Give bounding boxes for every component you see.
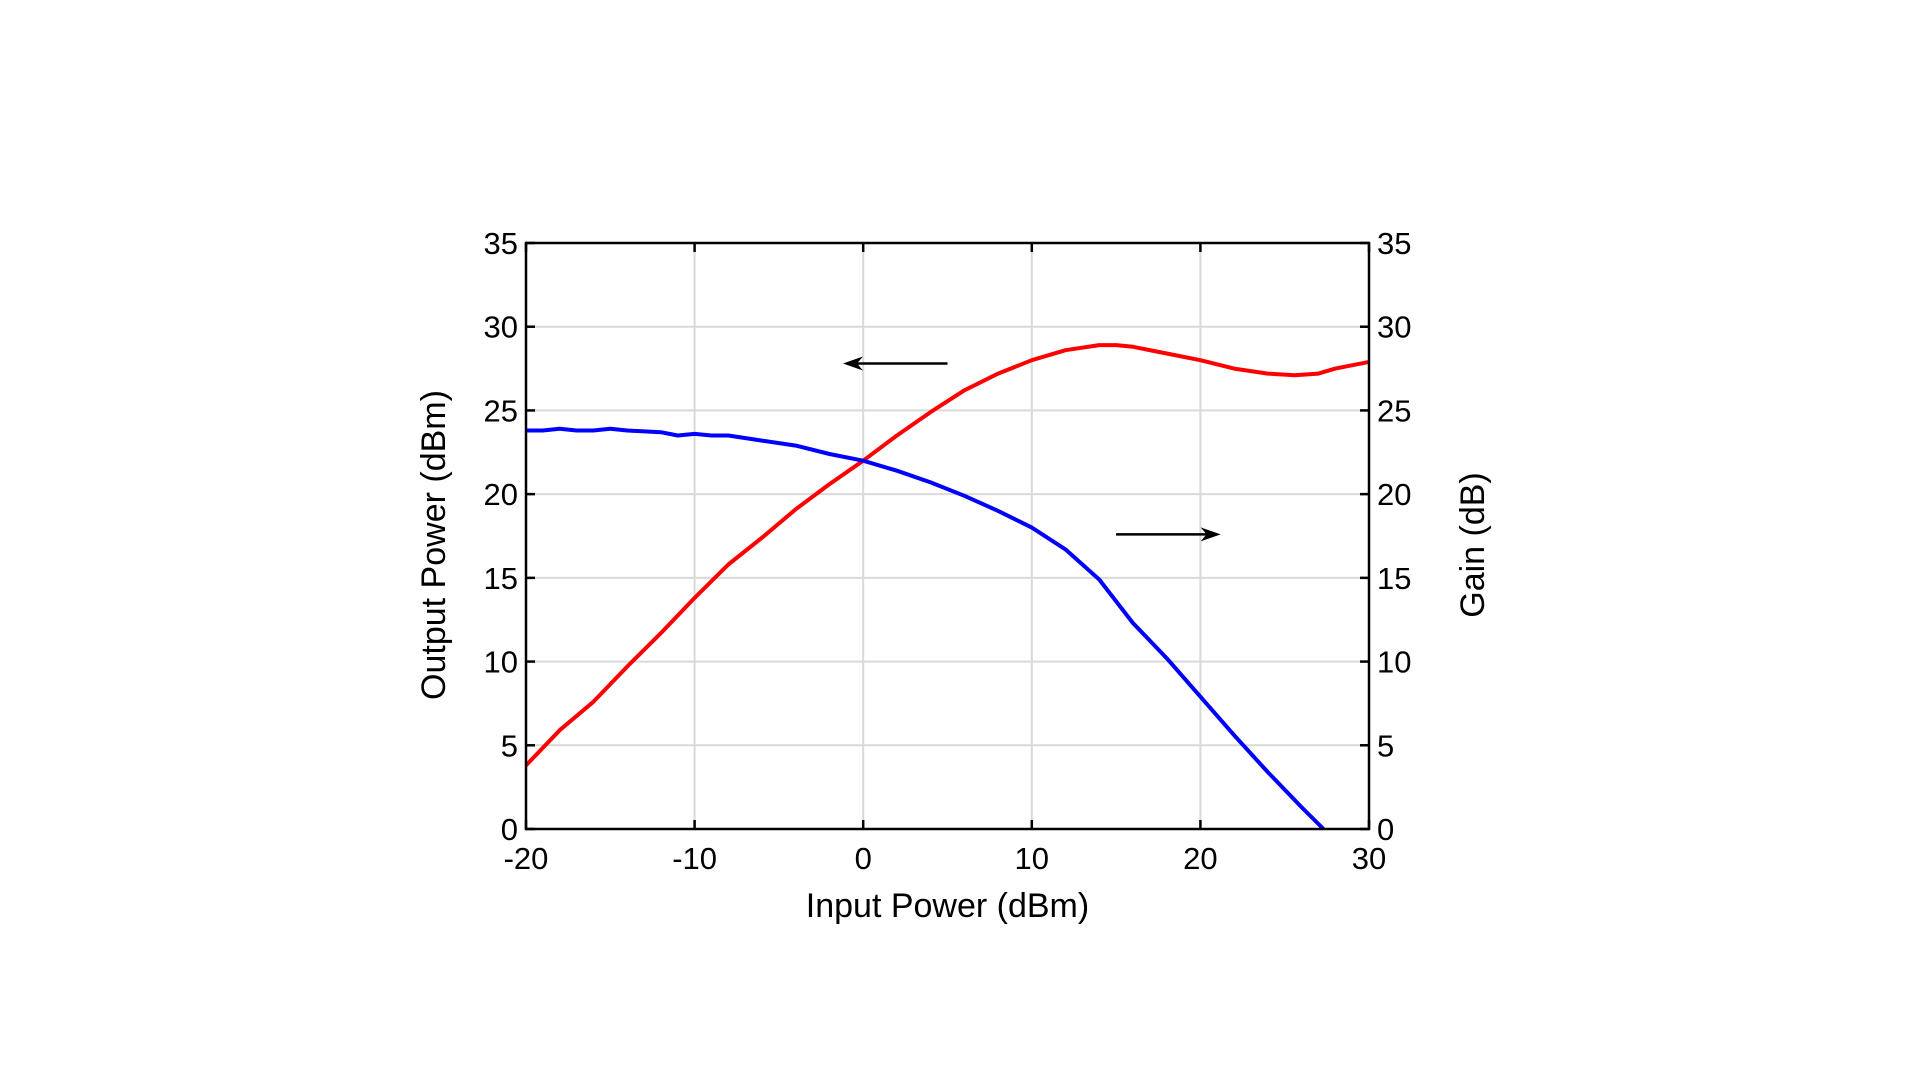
y-right-tick-label: 20 (1377, 477, 1411, 512)
plot-frame (524, 241, 1371, 831)
y-right-tick-label: 30 (1377, 310, 1411, 345)
y-right-tick-label: 10 (1377, 645, 1411, 680)
x-tick-label: 30 (1352, 841, 1386, 876)
x-tick-label: 0 (855, 841, 872, 876)
series-line-output-power (524, 343, 1370, 767)
axis-indicator-arrows (842, 356, 1221, 542)
y-left-tick-label: 15 (484, 561, 518, 596)
arrow-left-icon (842, 356, 948, 371)
y-left-tick-label: 10 (484, 645, 518, 680)
x-tick-label: 20 (1183, 841, 1217, 876)
x-tick-label: 10 (1015, 841, 1049, 876)
y-left-tick-label: 35 (484, 226, 518, 261)
y-right-tick-label: 25 (1377, 393, 1411, 428)
series-line-gain (526, 426, 1325, 831)
y-left-tick-label: 0 (501, 812, 518, 847)
axis-ticks: -20 -10 0 10 20 30051015202530350510152025303… (484, 226, 1412, 876)
y-right-tick-label: 5 (1377, 728, 1394, 763)
y-axis-left-label: Output Power (dBm) (415, 390, 453, 700)
y-left-tick-label: 20 (484, 477, 518, 512)
y-left-tick-label: 30 (484, 310, 518, 345)
y-right-tick-label: 0 (1377, 812, 1394, 847)
data-series (524, 343, 1370, 831)
grid-lines (526, 243, 1369, 829)
arrow-right-icon (1116, 527, 1221, 542)
y-axis-right-label: Gain (dB) (1454, 472, 1492, 618)
x-tick-label: -10 (672, 841, 717, 876)
y-right-tick-label: 35 (1377, 226, 1411, 261)
x-axis-label: Input Power (dBm) (806, 887, 1089, 925)
y-right-tick-label: 15 (1377, 561, 1411, 596)
y-left-tick-label: 25 (484, 393, 518, 428)
x-tick-label: -20 (504, 841, 549, 876)
y-left-tick-label: 5 (501, 728, 518, 763)
